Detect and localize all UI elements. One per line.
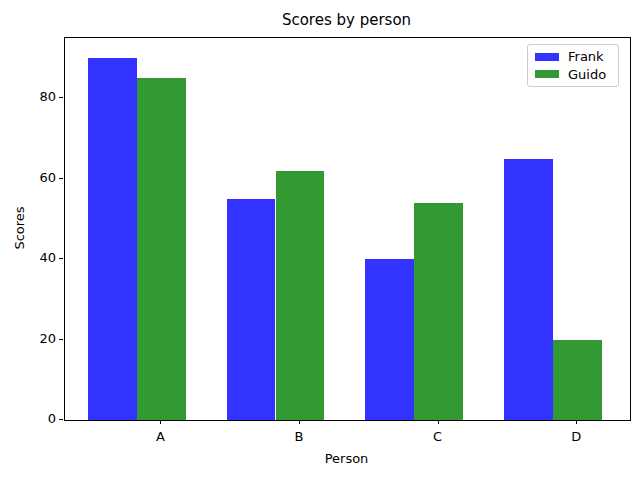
bar-frank-d [504, 159, 553, 420]
bar-guido-b [276, 171, 325, 420]
x-tick-d [576, 420, 577, 424]
bar-frank-a [88, 58, 137, 420]
y-tick-label-40: 40 [16, 250, 56, 266]
chart-title: Scores by person [64, 11, 629, 29]
bar-guido-a [137, 78, 186, 420]
y-tick-40 [59, 258, 63, 259]
bar-frank-c [365, 259, 414, 420]
y-tick-60 [59, 178, 63, 179]
x-axis-label: Person [64, 451, 629, 466]
y-tick-20 [59, 339, 63, 340]
legend-item-frank: Frank [528, 48, 618, 65]
x-tick-label-a: A [140, 429, 180, 445]
y-tick-label-20: 20 [16, 331, 56, 347]
x-tick-a [160, 420, 161, 424]
y-tick-80 [59, 97, 63, 98]
y-tick-label-0: 0 [16, 411, 56, 427]
bar-guido-d [553, 340, 602, 420]
guido-color-swatch [535, 70, 559, 78]
y-axis-label: Scores [12, 206, 27, 249]
y-tick-label-80: 80 [16, 89, 56, 105]
x-tick-label-d: D [556, 429, 596, 445]
legend: Frank Guido [527, 44, 619, 87]
legend-label-frank: Frank [568, 48, 604, 65]
bar-frank-b [227, 199, 276, 420]
y-tick-label-60: 60 [16, 170, 56, 186]
plot-area [64, 37, 631, 421]
x-tick-b [299, 420, 300, 424]
bar-chart-figure: Scores by person Scores A B C D 0 20 40 60 80 Pe… [0, 0, 640, 480]
legend-item-guido: Guido [528, 66, 618, 83]
x-tick-label-c: C [418, 429, 458, 445]
x-tick-c [438, 420, 439, 424]
frank-color-swatch [535, 53, 559, 61]
legend-label-guido: Guido [568, 66, 606, 83]
y-tick-0 [59, 419, 63, 420]
x-tick-label-b: B [279, 429, 319, 445]
bar-guido-c [414, 203, 463, 420]
